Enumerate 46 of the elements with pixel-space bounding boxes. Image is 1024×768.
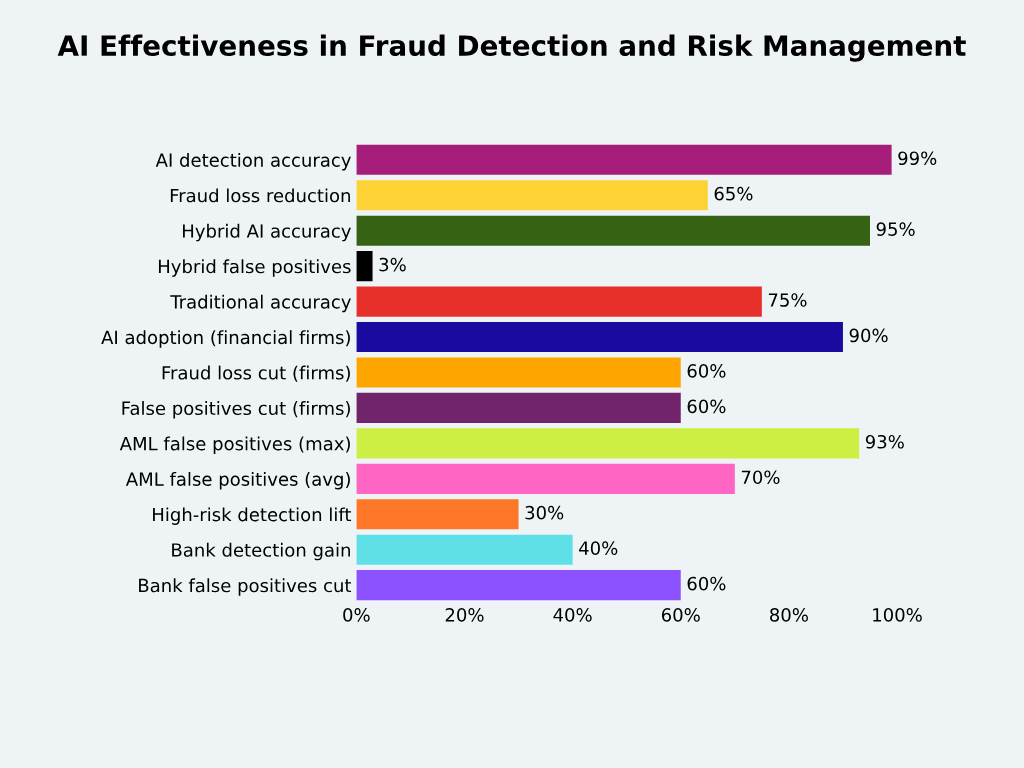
bar xyxy=(356,463,735,494)
x-tick-label: 60% xyxy=(661,608,700,622)
bar xyxy=(356,428,860,459)
y-tick-label: Bank false positives cut xyxy=(139,578,352,596)
x-tick-label: 0% xyxy=(343,608,370,622)
y-tick-label: AML false positives (max) xyxy=(119,436,350,454)
bar xyxy=(356,251,373,282)
y-tick-label: Hybrid false positives xyxy=(158,259,351,277)
data-label: 75% xyxy=(768,293,807,307)
data-label: 60% xyxy=(687,399,726,414)
data-label: 99% xyxy=(898,151,937,166)
bar xyxy=(356,144,892,175)
data-label: 90% xyxy=(849,328,888,343)
y-tick-label: High-risk detection lift xyxy=(153,507,352,525)
bar xyxy=(356,321,843,353)
y-tick-label: Hybrid AI accuracy xyxy=(183,223,351,242)
y-tick-label: Fraud loss cut (firms) xyxy=(162,365,350,382)
bar xyxy=(356,180,708,211)
x-tick-label: 20% xyxy=(445,608,484,622)
data-label: 60% xyxy=(687,364,726,378)
chart-title: AI Effectiveness in Fraud Detection and Risk Management xyxy=(57,34,966,62)
bar xyxy=(356,215,870,246)
bar xyxy=(356,499,519,530)
data-label: 95% xyxy=(876,222,915,236)
y-tick-label: Traditional accuracy xyxy=(170,294,351,313)
bar xyxy=(356,357,681,388)
data-label: 93% xyxy=(865,434,904,449)
x-tick-label: 40% xyxy=(553,608,592,622)
data-label: 65% xyxy=(714,186,753,201)
data-label: 60% xyxy=(687,576,726,591)
y-tick-label: False positives cut (firms) xyxy=(122,401,350,419)
bar xyxy=(356,286,762,317)
data-label: 70% xyxy=(741,470,780,485)
bar xyxy=(356,534,573,565)
data-label: 40% xyxy=(579,541,618,555)
bar xyxy=(356,392,681,423)
bar xyxy=(356,570,681,601)
y-tick-label: Fraud loss reduction xyxy=(170,188,350,203)
data-label: 3% xyxy=(379,257,406,272)
x-tick-label: 80% xyxy=(770,608,808,622)
data-label: 30% xyxy=(525,505,564,520)
x-tick-label: 100% xyxy=(873,608,922,622)
y-tick-label: AML false positives (avg) xyxy=(125,471,350,490)
y-tick-label: AI adoption (financial firms) xyxy=(101,330,350,348)
y-tick-label: AI detection accuracy xyxy=(155,152,351,171)
y-tick-label: Bank detection gain xyxy=(172,542,350,561)
